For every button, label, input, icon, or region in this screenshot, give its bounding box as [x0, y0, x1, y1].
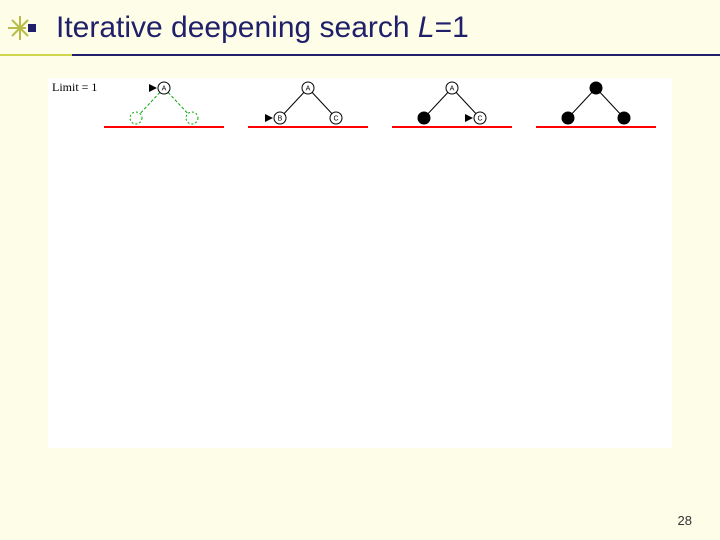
tree-node: A [149, 82, 170, 94]
tree-node: C [465, 112, 486, 124]
tree-node: C [330, 112, 342, 124]
tree-svg: A B C [248, 78, 368, 126]
title-underline [0, 54, 720, 56]
title-var: L [418, 11, 435, 44]
tree-node [186, 112, 198, 124]
tree-node: A [302, 82, 314, 94]
tree-node [418, 112, 430, 124]
tree-node [618, 112, 630, 124]
tree-edge [312, 92, 332, 113]
tree-edge [428, 92, 448, 113]
tree-edge [572, 92, 592, 113]
title-suffix: =1 [435, 11, 469, 44]
tree-cell: A B C [248, 78, 368, 131]
title-row: Iterative deepening search L=1 [0, 8, 720, 48]
tree-underline [536, 126, 656, 128]
diagram-area: Limit = 1 AABCAC [48, 78, 672, 148]
tree-node [590, 82, 602, 94]
node-label: A [450, 86, 455, 93]
tree-edge [600, 92, 620, 113]
tree-underline [392, 126, 512, 128]
page-title: Iterative deepening search L=1 [56, 11, 469, 45]
tree-edge [140, 92, 160, 113]
slide-header: Iterative deepening search L=1 [0, 0, 720, 60]
tree-node: B [265, 112, 286, 124]
tree-svg: A [104, 78, 224, 126]
node-label: C [477, 116, 482, 123]
tree-node [130, 112, 142, 124]
expand-arrow-icon [265, 114, 273, 122]
node-label: C [333, 116, 338, 123]
tree-underline [248, 126, 368, 128]
expand-arrow-icon [149, 84, 157, 92]
tree-edge [456, 92, 476, 113]
tree-edge [168, 92, 188, 113]
expand-arrow-icon [465, 114, 473, 122]
tree-cell: A [104, 78, 224, 131]
tree-edge [284, 92, 304, 113]
node-label: A [162, 86, 167, 93]
tree-node: A [446, 82, 458, 94]
tree-cell: AC [392, 78, 512, 131]
node-label: A [306, 86, 311, 93]
node-label: B [278, 116, 283, 123]
tree-cell [536, 78, 656, 131]
tree-svg [536, 78, 656, 126]
content-panel: Limit = 1 AABCAC [48, 78, 672, 448]
tree-node [562, 112, 574, 124]
tree-underline [104, 126, 224, 128]
page-number: 28 [678, 513, 692, 528]
tree-svg: AC [392, 78, 512, 126]
bullet-icon [0, 8, 56, 48]
title-prefix: Iterative deepening search [56, 11, 418, 44]
limit-label: Limit = 1 [52, 80, 97, 95]
